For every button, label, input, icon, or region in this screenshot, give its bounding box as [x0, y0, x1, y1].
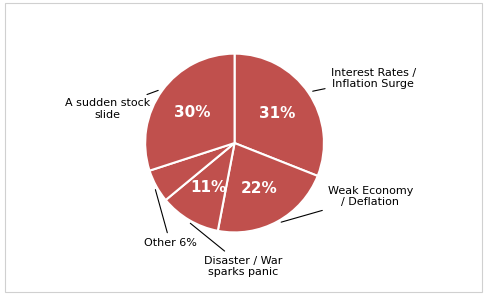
Text: A sudden stock
slide: A sudden stock slide	[65, 90, 158, 120]
Wedge shape	[235, 54, 324, 176]
Text: 11%: 11%	[190, 180, 226, 195]
Text: 31%: 31%	[259, 106, 296, 121]
Text: 22%: 22%	[241, 181, 278, 196]
Text: 30%: 30%	[174, 105, 211, 120]
Wedge shape	[218, 143, 318, 232]
Wedge shape	[145, 54, 235, 171]
Text: Interest Rates /
Inflation Surge: Interest Rates / Inflation Surge	[313, 68, 416, 91]
Wedge shape	[166, 143, 235, 231]
Wedge shape	[150, 143, 235, 200]
Text: Weak Economy
/ Deflation: Weak Economy / Deflation	[281, 186, 413, 222]
Text: Disaster / War
sparks panic: Disaster / War sparks panic	[190, 223, 282, 277]
Text: Other 6%: Other 6%	[144, 190, 197, 248]
